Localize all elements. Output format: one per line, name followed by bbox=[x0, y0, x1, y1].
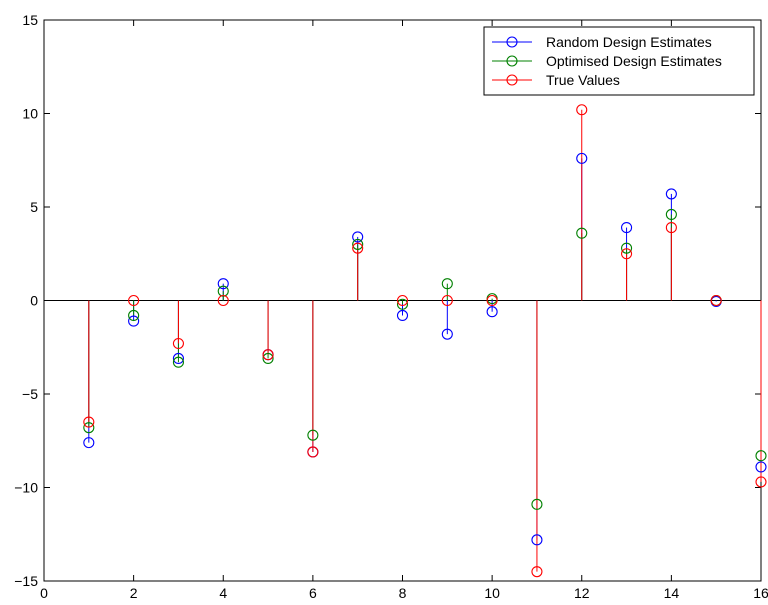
stem-marker bbox=[172, 337, 184, 350]
legend-marker bbox=[506, 55, 518, 67]
stem-marker bbox=[576, 152, 588, 164]
stem-marker bbox=[262, 349, 274, 361]
x-tick-label: 4 bbox=[219, 585, 227, 601]
legend-marker bbox=[506, 74, 518, 86]
x-tick-label: 2 bbox=[130, 585, 138, 601]
stem-marker bbox=[83, 422, 95, 434]
stem-marker bbox=[172, 352, 184, 365]
stem-marker bbox=[710, 294, 722, 307]
stem-marker bbox=[352, 238, 364, 250]
x-tick-label: 10 bbox=[484, 585, 500, 601]
legend-label: Optimised Design Estimates bbox=[546, 53, 722, 69]
stem-marker bbox=[217, 294, 229, 307]
x-tick-labels: 0 2 4 6 8 10 12 14 16 bbox=[40, 585, 768, 601]
stem-marker bbox=[441, 328, 453, 340]
y-tick-label: 10 bbox=[22, 106, 38, 122]
y-tick-label: 15 bbox=[22, 12, 38, 28]
stem-marker bbox=[396, 294, 409, 307]
stem-marker bbox=[486, 306, 498, 318]
stem-marker bbox=[531, 534, 543, 546]
legend-label: True Values bbox=[546, 72, 620, 88]
stem-marker bbox=[621, 248, 633, 260]
stem-marker bbox=[755, 476, 767, 488]
y-tick-label: 0 bbox=[30, 293, 38, 309]
x-tick-label: 6 bbox=[309, 585, 317, 601]
stem-marker bbox=[576, 104, 588, 116]
legend: Random Design Estimates Optimised Design … bbox=[483, 26, 755, 96]
y-tick-label: −10 bbox=[14, 480, 38, 496]
stem-marker bbox=[576, 227, 588, 239]
stem-marker bbox=[755, 450, 767, 462]
y-tick-labels: −15 −10 −5 0 5 10 15 bbox=[14, 12, 38, 589]
stem-marker bbox=[262, 352, 274, 365]
markers-group bbox=[83, 104, 767, 578]
x-tick-label: 12 bbox=[574, 585, 590, 601]
stem-marker bbox=[665, 188, 677, 200]
stem-marker bbox=[621, 222, 633, 234]
stem-marker bbox=[217, 285, 229, 297]
x-tick-label: 16 bbox=[753, 585, 768, 601]
stem-marker bbox=[352, 231, 364, 243]
stem-marker bbox=[172, 356, 184, 368]
stem-marker bbox=[441, 294, 453, 307]
stem-marker bbox=[307, 446, 319, 458]
stem-marker bbox=[396, 298, 409, 310]
x-tick-label: 0 bbox=[40, 585, 48, 601]
stem-marker bbox=[128, 315, 140, 327]
stem-marker bbox=[352, 242, 364, 254]
stem-marker bbox=[665, 208, 677, 221]
legend-label: Random Design Estimates bbox=[546, 34, 712, 50]
axis-ticks bbox=[43, 19, 762, 582]
stem-marker bbox=[83, 437, 95, 449]
stem-marker bbox=[217, 278, 229, 290]
stem-marker bbox=[486, 294, 498, 307]
x-tick-label: 14 bbox=[664, 585, 680, 601]
y-tick-label: 5 bbox=[30, 199, 38, 215]
stem-marker bbox=[83, 416, 95, 428]
stem-marker bbox=[307, 429, 319, 441]
stem-marker bbox=[128, 294, 140, 307]
stem-marker bbox=[531, 566, 543, 578]
stem-marker bbox=[665, 222, 677, 234]
stem-marker bbox=[441, 278, 453, 290]
stem-marker bbox=[128, 309, 140, 322]
y-tick-label: −15 bbox=[14, 573, 38, 589]
stem-marker bbox=[621, 242, 633, 254]
stem-marker bbox=[531, 498, 543, 510]
x-tick-label: 8 bbox=[399, 585, 407, 601]
stem-marker bbox=[755, 461, 767, 473]
legend-marker bbox=[506, 36, 518, 48]
stem-marker bbox=[396, 309, 409, 322]
y-tick-label: −5 bbox=[22, 386, 38, 402]
